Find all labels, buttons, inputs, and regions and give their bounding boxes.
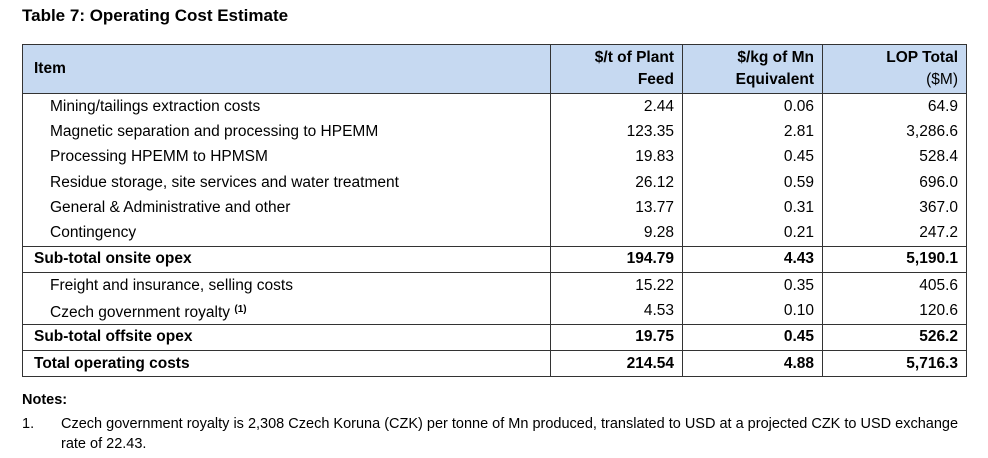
row-per-tonne: 19.75 [550, 323, 683, 351]
row-per-tonne: 214.54 [550, 349, 683, 378]
note-item: 1. Czech government royalty is 2,308 Cze… [22, 414, 972, 454]
row-item: Magnetic separation and processing to HP… [22, 119, 551, 145]
row-item: Processing HPEMM to HPMSM [22, 144, 551, 170]
row-per-tonne: 15.22 [550, 272, 683, 299]
subtotal-row-onsite: Sub-total onsite opex 194.79 4.43 5,190.… [22, 245, 967, 274]
table-row: Residue storage, site services and water… [22, 169, 967, 196]
operating-cost-table: Item $/t of Plant Feed $/kg of Mn Equiva… [22, 44, 967, 378]
row-per-tonne: 9.28 [550, 220, 683, 247]
total-row: Total operating costs 214.54 4.88 5,716.… [22, 349, 967, 378]
notes-heading: Notes: [22, 392, 68, 408]
row-lop: 528.4 [822, 144, 967, 170]
row-per-tonne: 26.12 [550, 169, 683, 196]
header-per-tonne: $/t of Plant Feed [550, 44, 683, 94]
row-item: Total operating costs [22, 349, 551, 378]
table-row: Processing HPEMM to HPMSM 19.83 0.45 528… [22, 144, 967, 170]
row-per-kg: 0.06 [682, 93, 823, 120]
row-lop: 3,286.6 [822, 119, 967, 145]
row-item: Freight and insurance, selling costs [22, 272, 551, 299]
header-item: Item [22, 44, 551, 94]
note-number: 1. [22, 416, 35, 432]
row-lop: 367.0 [822, 195, 967, 221]
header-per-kg: $/kg of Mn Equivalent [682, 44, 823, 94]
row-per-kg: 0.10 [682, 298, 823, 325]
row-per-kg: 0.45 [682, 144, 823, 170]
row-lop: 405.6 [822, 272, 967, 299]
row-per-kg: 0.45 [682, 323, 823, 351]
row-per-tonne: 194.79 [550, 245, 683, 274]
table-row: Mining/tailings extraction costs 2.44 0.… [22, 93, 967, 120]
row-per-tonne: 13.77 [550, 195, 683, 221]
row-per-kg: 4.88 [682, 349, 823, 378]
row-lop: 120.6 [822, 298, 967, 325]
row-lop: 64.9 [822, 93, 967, 120]
table-title: Table 7: Operating Cost Estimate [22, 6, 289, 25]
row-item: Contingency [22, 220, 551, 247]
row-per-tonne: 123.35 [550, 119, 683, 145]
table-header-row: Item $/t of Plant Feed $/kg of Mn Equiva… [22, 44, 967, 94]
row-per-kg: 2.81 [682, 119, 823, 145]
row-item: Sub-total onsite opex [22, 245, 551, 274]
row-item: Sub-total offsite opex [22, 323, 551, 351]
row-per-kg: 4.43 [682, 245, 823, 274]
row-per-tonne: 4.53 [550, 298, 683, 325]
table-row: Czech government royalty (1) 4.53 0.10 1… [22, 298, 967, 325]
table-row: General & Administrative and other 13.77… [22, 195, 967, 221]
row-lop: 696.0 [822, 169, 967, 196]
footnote-marker: (1) [234, 303, 247, 315]
row-lop: 5,716.3 [822, 349, 967, 378]
row-lop: 5,190.1 [822, 245, 967, 274]
table-row: Freight and insurance, selling costs 15.… [22, 272, 967, 299]
table-row: Magnetic separation and processing to HP… [22, 119, 967, 145]
row-item: Mining/tailings extraction costs [22, 93, 551, 120]
row-per-tonne: 2.44 [550, 93, 683, 120]
row-item: Czech government royalty (1) [22, 298, 551, 325]
row-item: General & Administrative and other [22, 195, 551, 221]
row-per-kg: 0.31 [682, 195, 823, 221]
row-per-kg: 0.35 [682, 272, 823, 299]
row-per-kg: 0.59 [682, 169, 823, 196]
row-per-tonne: 19.83 [550, 144, 683, 170]
subtotal-row-offsite: Sub-total offsite opex 19.75 0.45 526.2 [22, 323, 967, 351]
row-lop: 526.2 [822, 323, 967, 351]
header-lop-total: LOP Total ($M) [822, 44, 967, 94]
row-item: Residue storage, site services and water… [22, 169, 551, 196]
note-text: Czech government royalty is 2,308 Czech … [61, 416, 959, 452]
row-per-kg: 0.21 [682, 220, 823, 247]
table-row: Contingency 9.28 0.21 247.2 [22, 220, 967, 247]
row-lop: 247.2 [822, 220, 967, 247]
